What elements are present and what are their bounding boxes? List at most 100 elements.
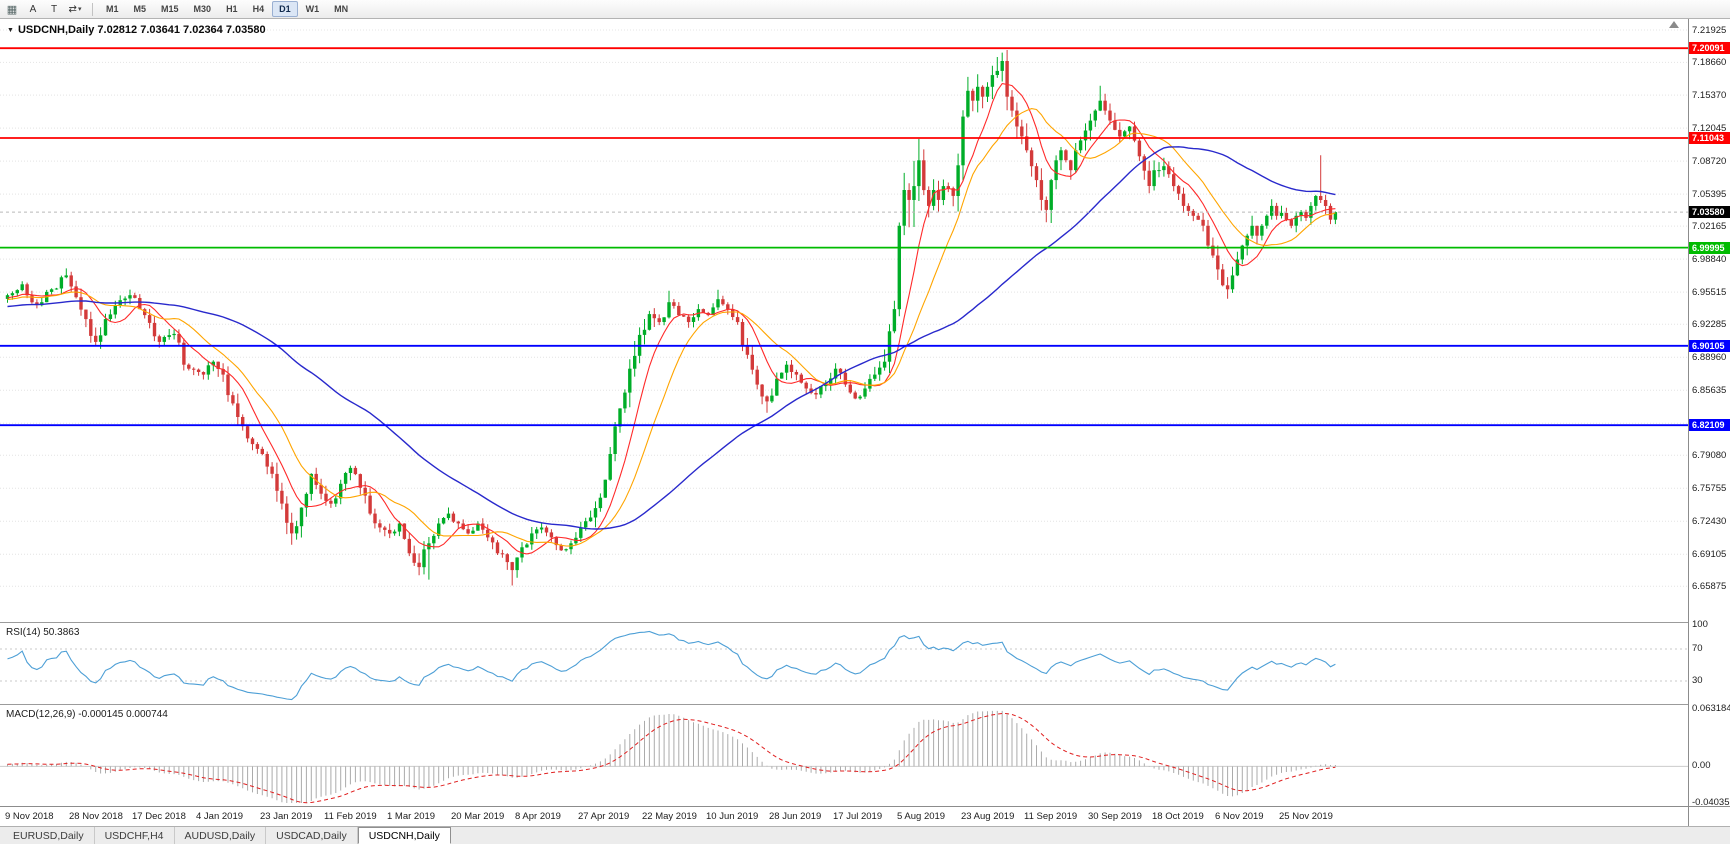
price-axis-label: 7.02165 (1692, 221, 1727, 232)
price-axis-label: 6.69105 (1692, 549, 1727, 560)
price-axis-label: 6.65875 (1692, 581, 1727, 592)
macd-scale-label: 0.063184 (1692, 703, 1730, 714)
macd-signal-line (7, 712, 1336, 804)
rsi-canvas (0, 630, 1688, 701)
rsi-line (7, 630, 1336, 701)
toolbar-separator (92, 2, 93, 16)
macd-scale-label: 0.00 (1692, 760, 1711, 771)
timeframe-button-w1[interactable]: W1 (305, 4, 320, 14)
timeframe-button-d1[interactable]: D1 (272, 1, 298, 17)
text-tool-button[interactable]: T (44, 1, 64, 17)
current-price-badge: 7.03580 (1689, 206, 1730, 218)
text-tool-icon: T (50, 3, 58, 15)
price-axis-label: 6.85635 (1692, 385, 1727, 396)
time-axis-label: 27 Apr 2019 (578, 811, 630, 822)
rsi-scale-label: 30 (1692, 675, 1703, 686)
time-axis-label: 23 Aug 2019 (961, 811, 1015, 822)
timeframe-group: M1 M5 M15 M30 H1 H4 D1 W1 MN (99, 1, 356, 17)
chart-tab-eurusd-daily[interactable]: EURUSD,Daily (3, 827, 95, 844)
macd-indicator-panel: MACD(12,26,9) -0.000145 0.000744 (0, 704, 1688, 806)
time-axis-label: 20 Mar 2019 (451, 811, 505, 822)
moving-average-lines (7, 83, 1336, 555)
macd-scale-label: -0.040355 (1692, 797, 1730, 808)
main-chart-canvas (0, 29, 1688, 587)
chart-tab-audusd-daily[interactable]: AUDUSD,Daily (175, 827, 267, 844)
price-axis-label: 6.98840 (1692, 254, 1727, 265)
timeframe-button-m30[interactable]: M30 (193, 4, 212, 14)
price-axis-label: 7.21925 (1692, 25, 1727, 36)
time-axis-label: 28 Nov 2018 (69, 811, 123, 822)
price-axis-label: 7.18660 (1692, 57, 1727, 68)
chart-tab-usdchf-h4[interactable]: USDCHF,H4 (95, 827, 175, 844)
horizontal-level-lines[interactable] (0, 47, 1688, 427)
price-axis-label: 6.79080 (1692, 450, 1727, 461)
price-axis-label: 6.75755 (1692, 483, 1727, 494)
price-level-badge: 7.20091 (1689, 42, 1730, 54)
time-axis-label: 23 Jan 2019 (260, 811, 313, 822)
grid-icon: ▦ (6, 3, 18, 16)
price-axis-label: 7.08720 (1692, 156, 1727, 167)
time-axis-label: 28 Jun 2019 (769, 811, 822, 822)
chart-tab-usdcad-daily[interactable]: USDCAD,Daily (266, 827, 358, 844)
rsi-label: RSI(14) 50.3863 (6, 627, 80, 638)
chart-title: ▼ USDCNH,Daily 7.02812 7.03641 7.02364 7… (7, 24, 266, 36)
chart-tab-bar: EURUSD,Daily USDCHF,H4 AUDUSD,Daily USDCAD,… (0, 826, 1730, 844)
time-axis-label: 1 Mar 2019 (387, 811, 436, 822)
price-axis-label: 6.72430 (1692, 516, 1727, 527)
candle-wicks-up (7, 52, 1336, 580)
arrow-tool-icon: A (29, 3, 37, 15)
chart-shift-marker[interactable] (1669, 21, 1679, 28)
time-axis-label: 11 Sep 2019 (1024, 811, 1078, 822)
rsi-indicator-panel: RSI(14) 50.3863 (0, 622, 1688, 704)
price-axis-label: 6.95515 (1692, 287, 1727, 298)
rsi-scale-label: 100 (1692, 619, 1708, 630)
price-axis-label: 7.15370 (1692, 90, 1727, 101)
time-axis-label: 17 Jul 2019 (833, 811, 883, 822)
timeframe-button-m1[interactable]: M1 (106, 4, 119, 14)
timeframe-button-m5[interactable]: M5 (133, 4, 147, 14)
timeframe-button-m15[interactable]: M15 (161, 4, 179, 14)
timeframe-button-h4[interactable]: H4 (252, 4, 265, 14)
price-axis-label: 7.05395 (1692, 189, 1727, 200)
time-axis-label: 25 Nov 2019 (1279, 811, 1333, 822)
chart-grid-button[interactable]: ▦ (2, 1, 22, 17)
toolbar: ▦ A T ⇄ ▾ M1 M5 M15 M30 H1 H4 D1 W1 MN (0, 0, 1730, 19)
time-axis-label: 22 May 2019 (642, 811, 697, 822)
tools-dropdown-button[interactable]: ⇄ ▾ (65, 1, 85, 17)
time-axis-label: 17 Dec 2018 (132, 811, 186, 822)
arrow-tool-button[interactable]: A (23, 1, 43, 17)
main-chart-panel: ▼ USDCNH,Daily 7.02812 7.03641 7.02364 7… (0, 19, 1688, 622)
rsi-scale-label: 70 (1692, 643, 1703, 654)
timeframe-button-h1[interactable]: H1 (226, 4, 238, 14)
time-axis-label: 4 Jan 2019 (196, 811, 244, 822)
chart-tab-usdcnh-daily[interactable]: USDCNH,Daily (357, 827, 451, 844)
time-axis: 9 Nov 2018 28 Nov 2018 17 Dec 2018 4 Jan 20… (0, 806, 1730, 826)
time-axis-label: 9 Nov 2018 (5, 811, 54, 822)
chart-menu-icon: ▼ (7, 26, 14, 34)
price-axis-label: 6.92285 (1692, 319, 1727, 330)
time-axis-label: 8 Apr 2019 (515, 811, 561, 822)
macd-histogram (7, 710, 1336, 803)
macd-canvas (0, 710, 1688, 804)
price-axis-border (1688, 19, 1689, 826)
price-level-badge: 6.90105 (1689, 340, 1730, 352)
price-level-badge: 6.82109 (1689, 419, 1730, 431)
price-axis-label: 7.12045 (1692, 123, 1727, 134)
timeframe-button-mn[interactable]: MN (334, 4, 349, 14)
time-axis-label: 10 Jun 2019 (706, 811, 759, 822)
time-axis-label: 5 Aug 2019 (897, 811, 946, 822)
price-level-badge: 6.99995 (1689, 242, 1730, 254)
grid-lines (0, 29, 1688, 587)
chart-title-text: USDCNH,Daily 7.02812 7.03641 7.02364 7.0… (17, 24, 266, 36)
time-axis-label: 18 Oct 2019 (1152, 811, 1204, 822)
time-axis-label: 30 Sep 2019 (1088, 811, 1142, 822)
price-axis-label: 6.88960 (1692, 352, 1727, 363)
caret-down-icon: ▾ (77, 6, 82, 13)
time-axis-label: 11 Feb 2019 (324, 811, 377, 822)
macd-label: MACD(12,26,9) -0.000145 0.000744 (6, 709, 168, 720)
arrows-icon: ⇄ (68, 3, 77, 15)
price-axis[interactable]: 7.21925 7.18660 7.15370 7.12045 7.08720 7.053… (1689, 0, 1730, 844)
time-axis-label: 6 Nov 2019 (1215, 811, 1264, 822)
price-level-badge: 7.11043 (1689, 132, 1730, 144)
